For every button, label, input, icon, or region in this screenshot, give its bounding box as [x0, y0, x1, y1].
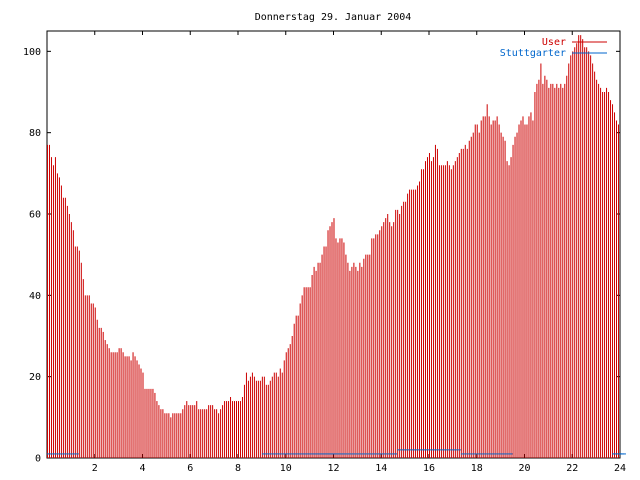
x-tick-label: 10: [280, 463, 292, 474]
y-tick-label: 80: [29, 128, 41, 139]
series-user-bars: [47, 35, 619, 458]
x-tick-label: 20: [518, 463, 530, 474]
x-tick-label: 2: [92, 463, 98, 474]
y-tick-label: 100: [23, 47, 41, 58]
x-axis: 2 4 6 8 10 12 14 16 18 20 22 24: [92, 31, 626, 474]
x-tick-label: 22: [566, 463, 578, 474]
y-tick-label: 40: [29, 291, 41, 302]
y-axis: 0 20 40 60 80 100: [23, 47, 620, 465]
y-tick-label: 60: [29, 210, 41, 221]
x-tick-label: 6: [187, 463, 193, 474]
x-tick-label: 16: [423, 463, 435, 474]
legend: User Stuttgarter: [500, 37, 607, 59]
x-tick-label: 18: [471, 463, 483, 474]
series-stuttgarter-bars: [47, 449, 626, 455]
x-tick-label: 12: [327, 463, 339, 474]
x-tick-label: 8: [235, 463, 241, 474]
x-tick-label: 14: [375, 463, 387, 474]
legend-label-user: User: [542, 37, 566, 48]
y-tick-label: 0: [35, 454, 41, 465]
y-tick-label: 20: [29, 372, 41, 383]
legend-label-stuttgarter: Stuttgarter: [500, 48, 566, 59]
x-tick-label: 24: [614, 463, 626, 474]
x-tick-label: 4: [139, 463, 145, 474]
chart-title: Donnerstag 29. Januar 2004: [255, 12, 412, 23]
